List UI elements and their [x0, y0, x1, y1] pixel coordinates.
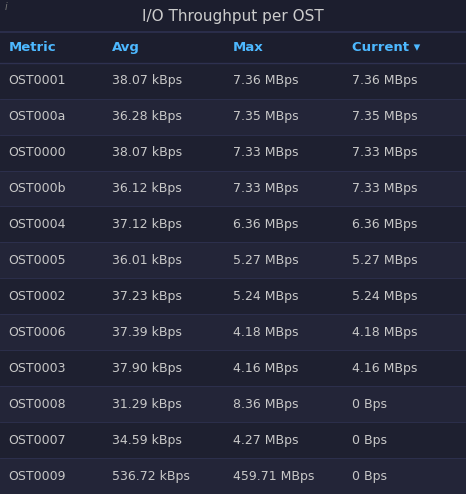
Text: i: i	[5, 2, 7, 12]
Bar	[0, 243, 466, 279]
Bar	[0, 206, 466, 243]
Bar	[0, 99, 466, 135]
Text: OST0000: OST0000	[8, 146, 66, 159]
Bar	[0, 63, 466, 99]
Text: 7.33 MBps: 7.33 MBps	[352, 182, 418, 195]
Text: 37.23 kBps: 37.23 kBps	[112, 290, 182, 303]
Text: 4.18 MBps: 4.18 MBps	[233, 326, 299, 339]
Bar	[0, 314, 466, 350]
Text: Metric: Metric	[8, 41, 56, 54]
Text: 34.59 kBps: 34.59 kBps	[112, 434, 182, 447]
Bar	[0, 170, 466, 206]
Text: 38.07 kBps: 38.07 kBps	[112, 74, 182, 87]
Bar	[0, 458, 466, 494]
Bar	[0, 422, 466, 458]
Text: OST000a: OST000a	[8, 110, 66, 123]
Text: 31.29 kBps: 31.29 kBps	[112, 398, 182, 411]
Text: 0 Bps: 0 Bps	[352, 469, 387, 483]
Bar	[0, 279, 466, 314]
Text: 5.24 MBps: 5.24 MBps	[233, 290, 299, 303]
Text: 459.71 MBps: 459.71 MBps	[233, 469, 315, 483]
Text: OST0004: OST0004	[8, 218, 66, 231]
Text: 536.72 kBps: 536.72 kBps	[112, 469, 190, 483]
Text: Current ▾: Current ▾	[352, 41, 420, 54]
Bar	[0, 0, 466, 32]
Text: 7.35 MBps: 7.35 MBps	[352, 110, 418, 123]
Text: I/O Throughput per OST: I/O Throughput per OST	[142, 8, 324, 24]
Text: 7.33 MBps: 7.33 MBps	[233, 182, 299, 195]
Text: 4.16 MBps: 4.16 MBps	[233, 362, 298, 375]
Text: 5.24 MBps: 5.24 MBps	[352, 290, 418, 303]
Text: 5.27 MBps: 5.27 MBps	[233, 254, 299, 267]
Text: 37.90 kBps: 37.90 kBps	[112, 362, 182, 375]
Text: 4.16 MBps: 4.16 MBps	[352, 362, 417, 375]
Text: 0 Bps: 0 Bps	[352, 434, 387, 447]
Text: OST0001: OST0001	[8, 74, 66, 87]
Text: 36.12 kBps: 36.12 kBps	[112, 182, 182, 195]
Text: OST0005: OST0005	[8, 254, 66, 267]
Text: 4.27 MBps: 4.27 MBps	[233, 434, 299, 447]
Text: 6.36 MBps: 6.36 MBps	[352, 218, 417, 231]
Text: OST0008: OST0008	[8, 398, 66, 411]
Text: 7.36 MBps: 7.36 MBps	[352, 74, 418, 87]
Text: 0 Bps: 0 Bps	[352, 398, 387, 411]
Text: 4.18 MBps: 4.18 MBps	[352, 326, 418, 339]
Text: 5.27 MBps: 5.27 MBps	[352, 254, 418, 267]
Text: Max: Max	[233, 41, 264, 54]
Bar	[0, 386, 466, 422]
Text: OST0007: OST0007	[8, 434, 66, 447]
Text: 37.12 kBps: 37.12 kBps	[112, 218, 182, 231]
Text: OST0002: OST0002	[8, 290, 66, 303]
Text: OST000b: OST000b	[8, 182, 66, 195]
Bar	[0, 135, 466, 170]
Text: 7.33 MBps: 7.33 MBps	[352, 146, 418, 159]
Text: Avg: Avg	[112, 41, 140, 54]
Text: 36.28 kBps: 36.28 kBps	[112, 110, 182, 123]
Text: OST0006: OST0006	[8, 326, 66, 339]
Text: 37.39 kBps: 37.39 kBps	[112, 326, 182, 339]
Text: 6.36 MBps: 6.36 MBps	[233, 218, 298, 231]
Text: OST0009: OST0009	[8, 469, 66, 483]
Bar	[0, 350, 466, 386]
Text: 8.36 MBps: 8.36 MBps	[233, 398, 299, 411]
Text: 7.33 MBps: 7.33 MBps	[233, 146, 299, 159]
Text: 7.36 MBps: 7.36 MBps	[233, 74, 299, 87]
Text: 36.01 kBps: 36.01 kBps	[112, 254, 182, 267]
Text: 38.07 kBps: 38.07 kBps	[112, 146, 182, 159]
Text: 7.35 MBps: 7.35 MBps	[233, 110, 299, 123]
Bar	[0, 32, 466, 63]
Text: OST0003: OST0003	[8, 362, 66, 375]
